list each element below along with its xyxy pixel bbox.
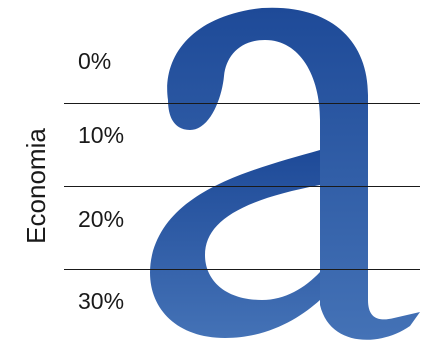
side-label: Economia (21, 128, 51, 244)
divider-line (64, 103, 420, 104)
scale-label-30: 30% (78, 288, 125, 314)
divider-line (64, 186, 420, 187)
scale-label-0: 0% (78, 48, 112, 74)
divider-line (64, 269, 420, 270)
scale-label-20: 20% (78, 206, 125, 232)
scale-label-10: 10% (78, 122, 125, 148)
